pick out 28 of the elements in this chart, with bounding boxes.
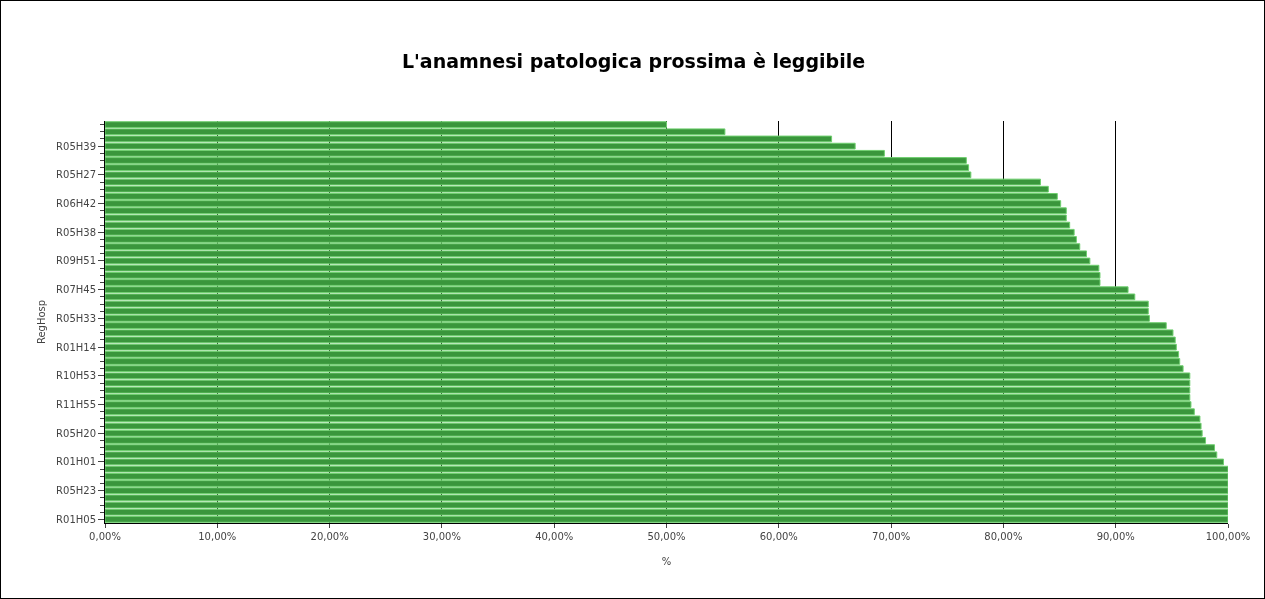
- chart-title: L'anamnesi patologica prossima è leggibile: [401, 50, 866, 73]
- y-tick-label: R06H42: [56, 198, 96, 210]
- y-tick-label: R05H27: [56, 169, 96, 181]
- x-tick-label: 80,00%: [984, 531, 1023, 542]
- y-tick-label: R05H20: [56, 427, 96, 439]
- y-tick-label: R09H51: [56, 255, 96, 267]
- x-tick-label: 70,00%: [872, 531, 911, 542]
- x-tick-label: 90,00%: [1096, 531, 1135, 542]
- x-tick-label: 60,00%: [759, 531, 798, 542]
- y-tick-label: R01H14: [56, 341, 96, 353]
- x-tick-label: 50,00%: [647, 531, 686, 542]
- y-tick-label: R05H38: [56, 226, 96, 238]
- x-tick-label: 40,00%: [535, 531, 574, 542]
- y-tick-label: R05H39: [56, 140, 96, 152]
- y-tick-label: R07H45: [56, 284, 96, 296]
- y-tick-label: R10H53: [56, 370, 96, 382]
- y-axis-title: RegHosp: [36, 299, 48, 345]
- x-tick-label: 0,00%: [89, 531, 121, 542]
- y-tick-label: R11H55: [56, 399, 96, 411]
- y-tick-label: R05H23: [56, 485, 96, 497]
- x-tick-label: 100,00%: [1205, 531, 1251, 542]
- x-axis-title: %: [661, 555, 672, 567]
- y-tick-label: R01H05: [56, 513, 96, 525]
- x-tick-label: 20,00%: [310, 531, 349, 542]
- x-tick-label: 10,00%: [198, 531, 237, 542]
- y-tick-label: R01H01: [56, 456, 96, 468]
- y-tick-label: R05H33: [56, 312, 96, 324]
- x-tick-label: 30,00%: [422, 531, 461, 542]
